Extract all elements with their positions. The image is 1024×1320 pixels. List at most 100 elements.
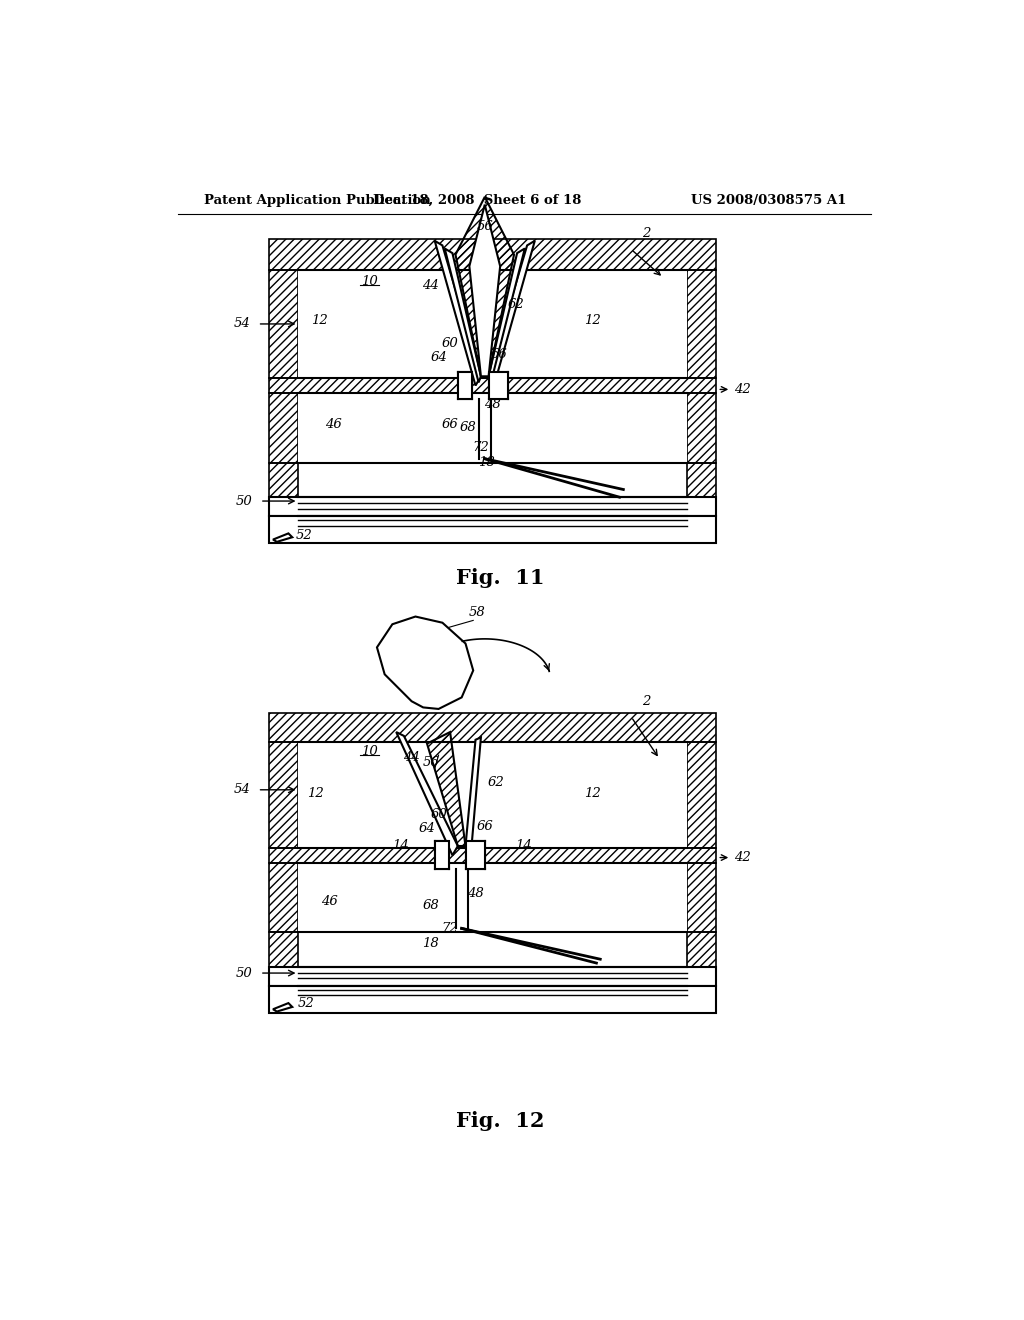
Text: 12: 12 bbox=[311, 314, 328, 326]
Text: US 2008/0308575 A1: US 2008/0308575 A1 bbox=[691, 194, 847, 207]
Text: 66: 66 bbox=[441, 417, 459, 430]
Bar bbox=[686, 932, 716, 966]
Polygon shape bbox=[488, 240, 535, 385]
Text: 14: 14 bbox=[515, 838, 531, 851]
Bar bbox=[298, 742, 686, 847]
Polygon shape bbox=[469, 205, 500, 376]
Polygon shape bbox=[444, 248, 481, 383]
Text: 46: 46 bbox=[325, 417, 341, 430]
Text: 66: 66 bbox=[476, 820, 494, 833]
Polygon shape bbox=[488, 248, 524, 383]
Bar bbox=[269, 393, 298, 462]
Text: 44: 44 bbox=[403, 751, 420, 764]
Text: 48: 48 bbox=[484, 399, 501, 412]
Polygon shape bbox=[466, 738, 481, 854]
Text: 52: 52 bbox=[296, 529, 312, 543]
Bar bbox=[298, 271, 686, 378]
Polygon shape bbox=[466, 841, 484, 869]
Text: 12: 12 bbox=[584, 787, 601, 800]
Text: 68: 68 bbox=[460, 421, 476, 434]
Polygon shape bbox=[458, 372, 472, 400]
Text: Dec. 18, 2008  Sheet 6 of 18: Dec. 18, 2008 Sheet 6 of 18 bbox=[373, 194, 582, 207]
Bar bbox=[269, 378, 716, 393]
Bar bbox=[686, 393, 716, 462]
Text: 56: 56 bbox=[423, 756, 439, 770]
Bar bbox=[269, 239, 716, 271]
Bar bbox=[269, 271, 298, 378]
Text: 44: 44 bbox=[423, 279, 439, 292]
Polygon shape bbox=[396, 733, 458, 855]
Bar bbox=[269, 932, 298, 966]
Bar bbox=[269, 863, 298, 932]
Text: 18: 18 bbox=[423, 937, 439, 950]
Bar bbox=[298, 863, 686, 932]
Text: Fig.  12: Fig. 12 bbox=[456, 1111, 545, 1131]
Polygon shape bbox=[377, 616, 473, 709]
Text: 2: 2 bbox=[642, 694, 650, 708]
Bar bbox=[269, 847, 716, 863]
Text: 64: 64 bbox=[430, 351, 446, 363]
Bar bbox=[269, 462, 298, 498]
Text: 54: 54 bbox=[233, 783, 251, 796]
Text: Fig.  11: Fig. 11 bbox=[456, 568, 545, 587]
Polygon shape bbox=[488, 372, 508, 400]
Bar bbox=[686, 271, 716, 378]
Text: 62: 62 bbox=[487, 776, 505, 788]
Bar bbox=[269, 239, 716, 271]
Text: 18: 18 bbox=[478, 455, 495, 469]
Bar bbox=[269, 986, 716, 1014]
Bar bbox=[686, 742, 716, 847]
Bar bbox=[686, 393, 716, 462]
Text: 12: 12 bbox=[584, 314, 601, 326]
Bar bbox=[269, 498, 716, 516]
Text: 14: 14 bbox=[392, 838, 409, 851]
Bar bbox=[269, 516, 716, 544]
Polygon shape bbox=[273, 1003, 292, 1011]
Text: 62: 62 bbox=[507, 298, 524, 312]
Bar bbox=[686, 863, 716, 932]
Text: 60: 60 bbox=[441, 337, 459, 350]
Text: 60: 60 bbox=[430, 808, 446, 821]
Bar bbox=[686, 271, 716, 378]
Text: 52: 52 bbox=[298, 998, 314, 1010]
Text: 56: 56 bbox=[476, 219, 494, 232]
Polygon shape bbox=[273, 533, 292, 543]
Bar bbox=[269, 271, 298, 378]
Bar bbox=[269, 713, 716, 742]
Text: 42: 42 bbox=[734, 383, 751, 396]
Text: 68: 68 bbox=[423, 899, 439, 912]
Bar bbox=[269, 742, 298, 847]
Text: 2: 2 bbox=[642, 227, 650, 240]
Text: 10: 10 bbox=[360, 275, 378, 288]
Text: 72: 72 bbox=[441, 921, 459, 935]
Bar bbox=[269, 713, 716, 742]
Bar bbox=[686, 742, 716, 847]
Text: 50: 50 bbox=[237, 495, 253, 508]
Bar bbox=[686, 863, 716, 932]
Bar bbox=[269, 378, 716, 393]
Polygon shape bbox=[435, 841, 449, 869]
Bar bbox=[269, 462, 298, 498]
Bar bbox=[269, 847, 716, 863]
Bar bbox=[298, 393, 686, 462]
Bar bbox=[269, 393, 298, 462]
Polygon shape bbox=[435, 240, 481, 385]
Text: 46: 46 bbox=[321, 895, 338, 908]
Text: 72: 72 bbox=[472, 441, 489, 454]
Text: 42: 42 bbox=[734, 851, 751, 865]
Text: 12: 12 bbox=[307, 787, 324, 800]
Bar bbox=[686, 462, 716, 498]
Text: 64: 64 bbox=[419, 822, 435, 834]
Text: 66: 66 bbox=[490, 348, 507, 362]
Bar bbox=[269, 966, 716, 986]
Text: Patent Application Publication: Patent Application Publication bbox=[204, 194, 430, 207]
Text: 54: 54 bbox=[233, 317, 251, 330]
Text: 10: 10 bbox=[360, 744, 378, 758]
Text: 48: 48 bbox=[467, 887, 484, 900]
Text: 50: 50 bbox=[237, 966, 253, 979]
Bar bbox=[269, 863, 298, 932]
Text: 58: 58 bbox=[469, 606, 485, 619]
Bar bbox=[686, 932, 716, 966]
Bar bbox=[269, 932, 298, 966]
Bar bbox=[269, 742, 298, 847]
